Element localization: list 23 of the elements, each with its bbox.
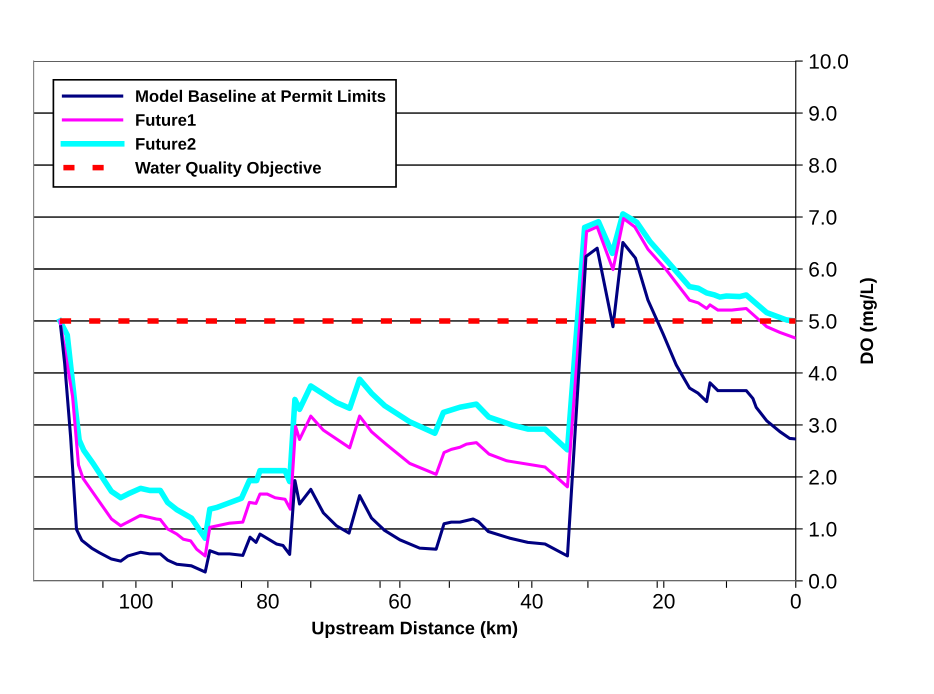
y-tick-label: 5.0 bbox=[809, 314, 836, 329]
y-tick-label: 7.0 bbox=[809, 210, 836, 225]
y-tick-label: 8.0 bbox=[809, 158, 836, 173]
legend-label: Future2 bbox=[136, 138, 196, 150]
y-tick-label: 1.0 bbox=[810, 522, 836, 537]
x-tick-label: 0 bbox=[790, 594, 801, 609]
y-axis-title: DO (mg/L) bbox=[860, 278, 877, 364]
y-tick-label: 4.0 bbox=[808, 366, 836, 381]
legend-label: Model Baseline at Permit Limits bbox=[136, 90, 386, 102]
x-tick-label: 80 bbox=[257, 594, 279, 609]
x-axis-title: Upstream Distance (km) bbox=[312, 621, 518, 638]
y-tick-label: 9.0 bbox=[809, 106, 836, 121]
legend-label: Water Quality Objective bbox=[135, 161, 321, 177]
y-tick-label: 0.0 bbox=[809, 574, 836, 589]
x-tick-label: 100 bbox=[120, 594, 152, 609]
y-tick-label: 10.0 bbox=[810, 54, 848, 69]
legend-label: Future1 bbox=[136, 114, 196, 126]
y-tick-label: 2.0 bbox=[809, 470, 836, 485]
x-tick-label: 60 bbox=[389, 594, 411, 609]
x-tick-label: 20 bbox=[653, 594, 675, 609]
y-tick-label: 6.0 bbox=[809, 262, 836, 277]
y-tick-label: 3.0 bbox=[809, 418, 836, 433]
x-tick-label: 40 bbox=[520, 594, 543, 609]
